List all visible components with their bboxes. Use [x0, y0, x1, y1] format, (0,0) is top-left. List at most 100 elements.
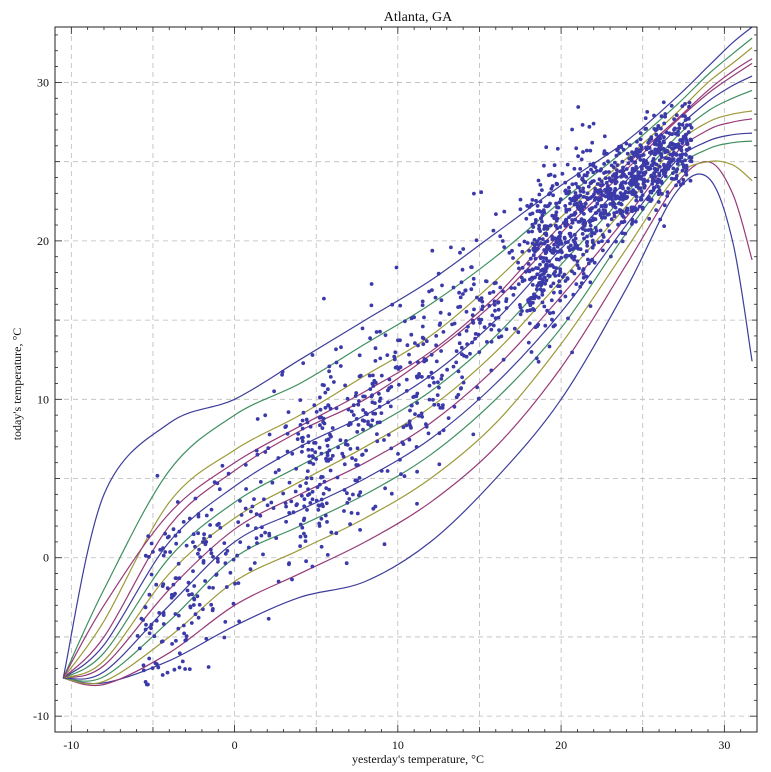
data-point: [685, 123, 689, 127]
data-point: [360, 326, 365, 331]
data-point: [549, 186, 554, 191]
data-point: [678, 183, 683, 187]
data-point: [613, 186, 618, 191]
data-point: [563, 204, 568, 208]
data-point: [176, 626, 181, 631]
data-point: [327, 487, 331, 492]
data-point: [319, 475, 323, 480]
data-point: [163, 550, 168, 554]
data-point: [650, 182, 655, 186]
data-point: [416, 414, 421, 418]
data-point: [369, 282, 374, 286]
data-point: [318, 395, 322, 400]
data-point: [223, 551, 228, 556]
data-point: [557, 284, 562, 288]
data-point: [250, 504, 255, 509]
data-point: [354, 417, 359, 421]
data-point: [469, 287, 474, 292]
data-point: [342, 462, 347, 467]
data-point: [283, 501, 288, 505]
data-point: [524, 216, 529, 221]
data-point: [304, 417, 309, 422]
data-point: [436, 380, 440, 385]
data-point: [394, 265, 399, 270]
data-point: [656, 124, 661, 128]
data-point: [470, 313, 475, 317]
data-point: [389, 491, 394, 496]
data-point: [544, 256, 548, 261]
data-point: [627, 181, 632, 186]
data-point: [663, 148, 668, 153]
data-point: [298, 398, 303, 402]
data-point: [557, 273, 561, 278]
data-point: [409, 426, 413, 430]
data-point: [319, 497, 324, 502]
data-point: [582, 205, 587, 209]
data-point: [401, 442, 406, 446]
data-point: [191, 603, 196, 607]
data-point: [657, 171, 661, 176]
data-point: [688, 178, 693, 183]
data-point: [684, 172, 689, 177]
data-point: [350, 456, 354, 460]
data-point: [439, 298, 444, 303]
data-point: [334, 347, 338, 352]
data-point: [668, 158, 673, 162]
data-point: [638, 131, 643, 136]
data-point: [181, 623, 186, 628]
data-point: [302, 504, 307, 509]
data-point: [575, 246, 580, 251]
data-point: [671, 147, 675, 151]
data-point: [345, 491, 349, 496]
data-point: [589, 259, 593, 263]
data-point: [683, 158, 687, 163]
data-point: [325, 453, 330, 458]
data-point: [334, 406, 339, 411]
data-point: [538, 183, 543, 187]
data-point: [632, 177, 637, 182]
data-point: [545, 227, 550, 231]
data-point: [143, 605, 148, 610]
data-point: [637, 204, 642, 209]
data-point: [669, 103, 674, 108]
data-point: [334, 531, 339, 536]
data-point: [525, 309, 530, 313]
data-point: [265, 503, 270, 508]
data-point: [306, 447, 311, 452]
data-point: [319, 451, 324, 456]
data-point: [464, 329, 469, 333]
data-point: [326, 403, 331, 407]
data-point: [677, 126, 682, 130]
data-point: [646, 165, 651, 170]
data-point: [177, 665, 182, 670]
data-point: [661, 139, 666, 144]
data-point: [527, 269, 532, 274]
data-point: [464, 309, 469, 314]
data-point: [661, 100, 666, 105]
data-point: [563, 180, 568, 185]
data-point: [644, 159, 648, 164]
data-point: [147, 555, 151, 559]
data-point: [587, 124, 592, 129]
data-point: [244, 487, 249, 491]
data-point: [143, 627, 148, 632]
data-point: [626, 161, 631, 166]
data-point: [306, 487, 310, 492]
data-point: [477, 350, 482, 354]
data-point: [472, 307, 476, 312]
data-point: [360, 452, 365, 457]
data-point: [584, 249, 589, 254]
data-point: [150, 666, 155, 670]
data-point: [472, 191, 476, 196]
data-point: [631, 168, 636, 173]
data-point: [581, 190, 586, 194]
data-point: [563, 223, 568, 228]
data-point: [395, 365, 399, 369]
quantile-curve: [62, 89, 753, 679]
data-point: [502, 209, 507, 214]
data-point: [332, 380, 336, 384]
data-point: [579, 217, 584, 222]
data-point: [386, 400, 390, 405]
data-point: [554, 201, 558, 206]
